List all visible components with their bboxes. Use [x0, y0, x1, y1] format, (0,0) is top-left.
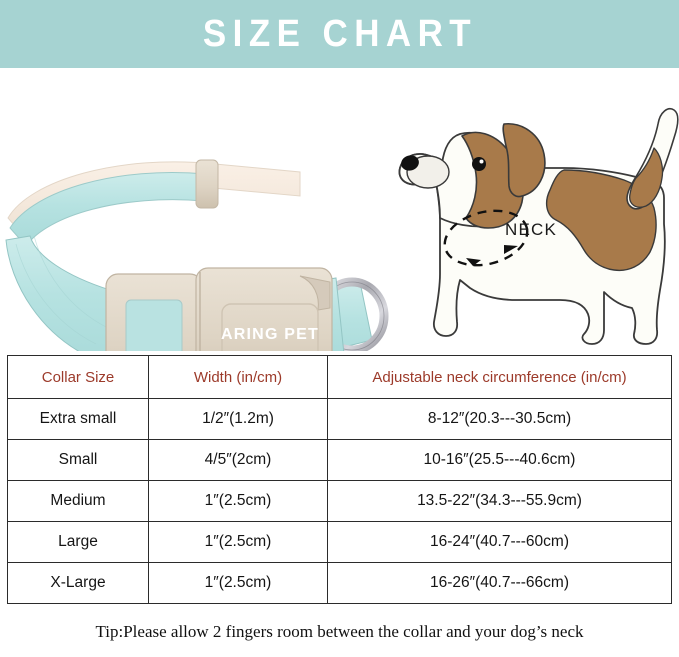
cell-neck: 8-12″(20.3---30.5cm)	[327, 398, 672, 440]
column-header-width: Width (in/cm)	[148, 355, 328, 399]
cell-size: Medium	[7, 480, 149, 522]
cell-width: 1″(2.5cm)	[148, 562, 328, 604]
cell-width: 1″(2.5cm)	[148, 480, 328, 522]
neck-label: NECK	[505, 220, 558, 239]
size-chart-table: Collar Size Width (in/cm) Adjustable nec…	[7, 355, 672, 604]
collar-product-image: ARING PET	[5, 159, 389, 351]
table-row: Extra small 1/2″(1.2m) 8-12″(20.3---30.5…	[7, 398, 672, 440]
cell-width: 1″(2.5cm)	[148, 521, 328, 563]
column-header-collar-size: Collar Size	[7, 355, 149, 399]
cell-width: 1/2″(1.2m)	[148, 398, 328, 440]
cell-neck: 13.5-22″(34.3---55.9cm)	[327, 480, 672, 522]
neck-measure-ring	[443, 209, 529, 267]
dog-illustration	[398, 108, 679, 345]
collar-brand-text: ARING PET	[221, 326, 319, 343]
cell-neck: 10-16″(25.5---40.6cm)	[327, 439, 672, 481]
cell-size: Large	[7, 521, 149, 563]
cell-neck: 16-26″(40.7---66cm)	[327, 562, 672, 604]
tip-note: Tip:Please allow 2 fingers room between …	[95, 622, 584, 641]
table-header-row: Collar Size Width (in/cm) Adjustable nec…	[7, 355, 672, 399]
size-chart-banner: SIZE CHART	[0, 0, 679, 68]
column-header-neck-circumference: Adjustable neck circumference (in/cm)	[327, 355, 672, 399]
table-row: Small 4/5″(2cm) 10-16″(25.5---40.6cm)	[7, 439, 672, 481]
table-row: Large 1″(2.5cm) 16-24″(40.7---60cm)	[7, 521, 672, 563]
hero-section: ARING PET ARING PET NECK	[0, 68, 679, 351]
page-title: SIZE CHART	[202, 13, 477, 55]
cell-size: Extra small	[7, 398, 149, 440]
cell-width: 4/5″(2cm)	[148, 439, 328, 481]
table-row: Medium 1″(2.5cm) 13.5-22″(34.3---55.9cm)	[7, 480, 672, 522]
table-row: X-Large 1″(2.5cm) 16-26″(40.7---66cm)	[7, 562, 672, 604]
cell-neck: 16-24″(40.7---60cm)	[327, 521, 672, 563]
cell-size: Small	[7, 439, 149, 481]
cell-size: X-Large	[7, 562, 149, 604]
